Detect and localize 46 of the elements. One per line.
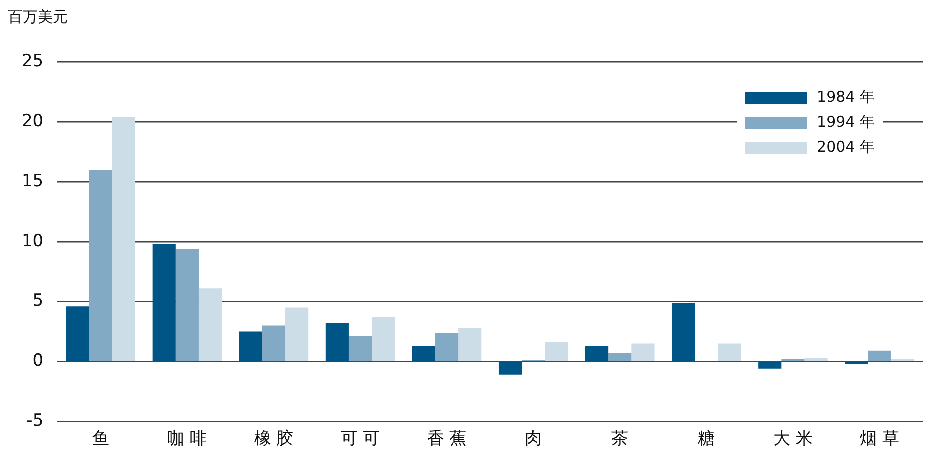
y-tick-label: 15 <box>22 171 44 192</box>
bar <box>758 362 782 369</box>
x-tick-label: 大 米 <box>773 429 813 450</box>
legend-label: 1994 年 <box>817 113 875 132</box>
bar <box>458 328 482 362</box>
x-tick-label: 可 可 <box>340 429 380 450</box>
bar <box>176 249 199 362</box>
bar <box>372 317 396 362</box>
bar <box>412 346 436 362</box>
x-tick-label: 香 蕉 <box>427 429 467 450</box>
bar <box>66 306 90 362</box>
x-tick-label: 肉 <box>525 429 542 450</box>
bar <box>545 342 568 362</box>
legend-label: 1984 年 <box>817 88 875 107</box>
bar <box>498 362 522 375</box>
y-tick-label: 5 <box>32 291 44 312</box>
x-tick-label: 橡 胶 <box>254 429 294 450</box>
bar <box>586 346 609 362</box>
x-tick-label: 茶 <box>612 429 629 450</box>
bar <box>608 353 632 362</box>
bar <box>326 323 349 362</box>
bar <box>89 170 112 362</box>
y-tick-label: 20 <box>22 112 44 132</box>
bar <box>672 303 696 362</box>
bar <box>152 244 176 362</box>
x-tick-label: 烟 草 <box>860 429 900 450</box>
bar <box>436 332 459 362</box>
bar <box>868 350 892 362</box>
bar <box>262 326 286 362</box>
bar <box>348 336 372 362</box>
x-tick-label: 糖 <box>698 429 716 450</box>
x-tick-label: 咖 啡 <box>168 429 208 450</box>
bar <box>632 344 655 362</box>
bar <box>198 288 222 362</box>
bar <box>239 332 262 362</box>
legend-label: 2004 年 <box>817 138 875 157</box>
y-tick-label: 25 <box>22 52 44 72</box>
x-tick-label: 鱼 <box>92 429 110 450</box>
y-axis-title: 百万美元 <box>8 8 69 28</box>
y-tick-label: -5 <box>26 411 44 432</box>
bar <box>804 358 828 362</box>
bar <box>718 344 742 362</box>
y-tick-label: 10 <box>22 231 44 252</box>
bar <box>286 308 309 362</box>
y-tick-label: 0 <box>32 351 44 372</box>
bar <box>112 117 136 362</box>
